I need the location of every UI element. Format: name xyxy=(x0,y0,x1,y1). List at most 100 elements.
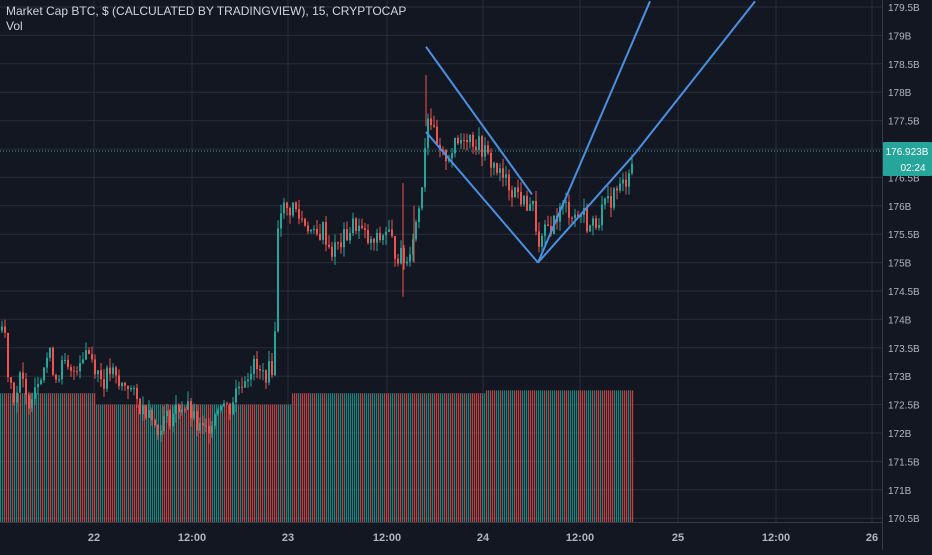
candle-body[interactable] xyxy=(313,228,315,230)
candle-body[interactable] xyxy=(472,134,474,147)
candle-body[interactable] xyxy=(28,394,30,409)
candle-body[interactable] xyxy=(310,229,312,232)
candle-body[interactable] xyxy=(385,231,387,236)
candle-body[interactable] xyxy=(133,387,135,389)
candle-body[interactable] xyxy=(1,326,3,331)
candle-body[interactable] xyxy=(163,416,165,431)
candle-body[interactable] xyxy=(502,168,504,178)
candle-body[interactable] xyxy=(49,347,51,358)
candle-body[interactable] xyxy=(100,370,102,380)
candle-body[interactable] xyxy=(430,118,432,126)
candle-body[interactable] xyxy=(544,224,546,236)
candle-body[interactable] xyxy=(484,145,486,157)
candle-body[interactable] xyxy=(391,229,393,237)
candle-body[interactable] xyxy=(85,350,87,360)
candle-body[interactable] xyxy=(568,201,570,218)
candle-body[interactable] xyxy=(25,378,27,395)
candle-body[interactable] xyxy=(187,401,189,410)
candle-body[interactable] xyxy=(115,367,117,376)
candle-body[interactable] xyxy=(529,204,531,211)
candle-body[interactable] xyxy=(175,404,177,414)
candle-body[interactable] xyxy=(601,204,603,226)
candle-body[interactable] xyxy=(82,359,84,364)
candle-body[interactable] xyxy=(34,387,36,400)
candle-body[interactable] xyxy=(610,196,612,208)
candle-body[interactable] xyxy=(241,386,243,388)
candle-body[interactable] xyxy=(367,229,369,243)
trendline-drawing[interactable] xyxy=(425,131,539,264)
candle-body[interactable] xyxy=(169,410,171,427)
candle-body[interactable] xyxy=(397,258,399,264)
candle-body[interactable] xyxy=(319,233,321,240)
candle-body[interactable] xyxy=(283,202,285,214)
candle-body[interactable] xyxy=(469,134,471,143)
candle-body[interactable] xyxy=(103,379,105,389)
candle-body[interactable] xyxy=(595,218,597,228)
candle-body[interactable] xyxy=(139,399,141,415)
candle-body[interactable] xyxy=(148,410,150,418)
candle-body[interactable] xyxy=(232,402,234,415)
candle-body[interactable] xyxy=(19,372,21,393)
candle-body[interactable] xyxy=(334,242,336,257)
candle-body[interactable] xyxy=(325,222,327,245)
candle-body[interactable] xyxy=(184,409,186,411)
candle-body[interactable] xyxy=(340,242,342,248)
candle-body[interactable] xyxy=(265,370,267,383)
candle-body[interactable] xyxy=(547,224,549,226)
candle-body[interactable] xyxy=(517,187,519,192)
candle-body[interactable] xyxy=(403,247,405,264)
candle-body[interactable] xyxy=(64,359,66,361)
candle-body[interactable] xyxy=(253,358,255,374)
candle-body[interactable] xyxy=(106,367,108,389)
candle-body[interactable] xyxy=(520,191,522,205)
candle-body[interactable] xyxy=(271,361,273,376)
candle-body[interactable] xyxy=(388,229,390,232)
candle-body[interactable] xyxy=(298,209,300,219)
candle-body[interactable] xyxy=(277,228,279,332)
candle-body[interactable] xyxy=(142,405,144,415)
candle-body[interactable] xyxy=(355,218,357,232)
candle-body[interactable] xyxy=(223,403,225,406)
candle-body[interactable] xyxy=(73,370,75,372)
candle-body[interactable] xyxy=(202,423,204,426)
candle-body[interactable] xyxy=(193,411,195,419)
candle-body[interactable] xyxy=(295,202,297,210)
candle-body[interactable] xyxy=(274,331,276,376)
trendline-drawing[interactable] xyxy=(633,0,756,156)
candle-body[interactable] xyxy=(31,399,33,409)
candle-body[interactable] xyxy=(559,206,561,222)
candle-body[interactable] xyxy=(370,238,372,243)
candle-body[interactable] xyxy=(346,229,348,241)
trendline-drawing[interactable] xyxy=(537,0,651,263)
candle-body[interactable] xyxy=(292,202,294,216)
price-axis[interactable] xyxy=(882,0,932,550)
candle-body[interactable] xyxy=(373,238,375,243)
candle-body[interactable] xyxy=(238,386,240,389)
candle-body[interactable] xyxy=(7,332,9,378)
candle-body[interactable] xyxy=(466,140,468,143)
candle-body[interactable] xyxy=(244,381,246,388)
candle-body[interactable] xyxy=(88,350,90,355)
candle-body[interactable] xyxy=(352,218,354,234)
candle-body[interactable] xyxy=(124,382,126,386)
candle-body[interactable] xyxy=(421,187,423,209)
candle-body[interactable] xyxy=(538,231,540,247)
candle-body[interactable] xyxy=(172,413,174,427)
candle-body[interactable] xyxy=(508,174,510,191)
candle-body[interactable] xyxy=(592,218,594,226)
candle-body[interactable] xyxy=(619,183,621,191)
candle-body[interactable] xyxy=(343,229,345,248)
candle-body[interactable] xyxy=(322,222,324,240)
candle-body[interactable] xyxy=(205,425,207,427)
candle-body[interactable] xyxy=(622,179,624,184)
candle-body[interactable] xyxy=(400,247,402,264)
candle-body[interactable] xyxy=(94,359,96,375)
candle-body[interactable] xyxy=(307,225,309,232)
candle-body[interactable] xyxy=(514,187,516,198)
candle-body[interactable] xyxy=(76,371,78,373)
candle-body[interactable] xyxy=(349,233,351,241)
candle-body[interactable] xyxy=(289,207,291,216)
candle-body[interactable] xyxy=(256,358,258,370)
candle-body[interactable] xyxy=(454,137,456,154)
